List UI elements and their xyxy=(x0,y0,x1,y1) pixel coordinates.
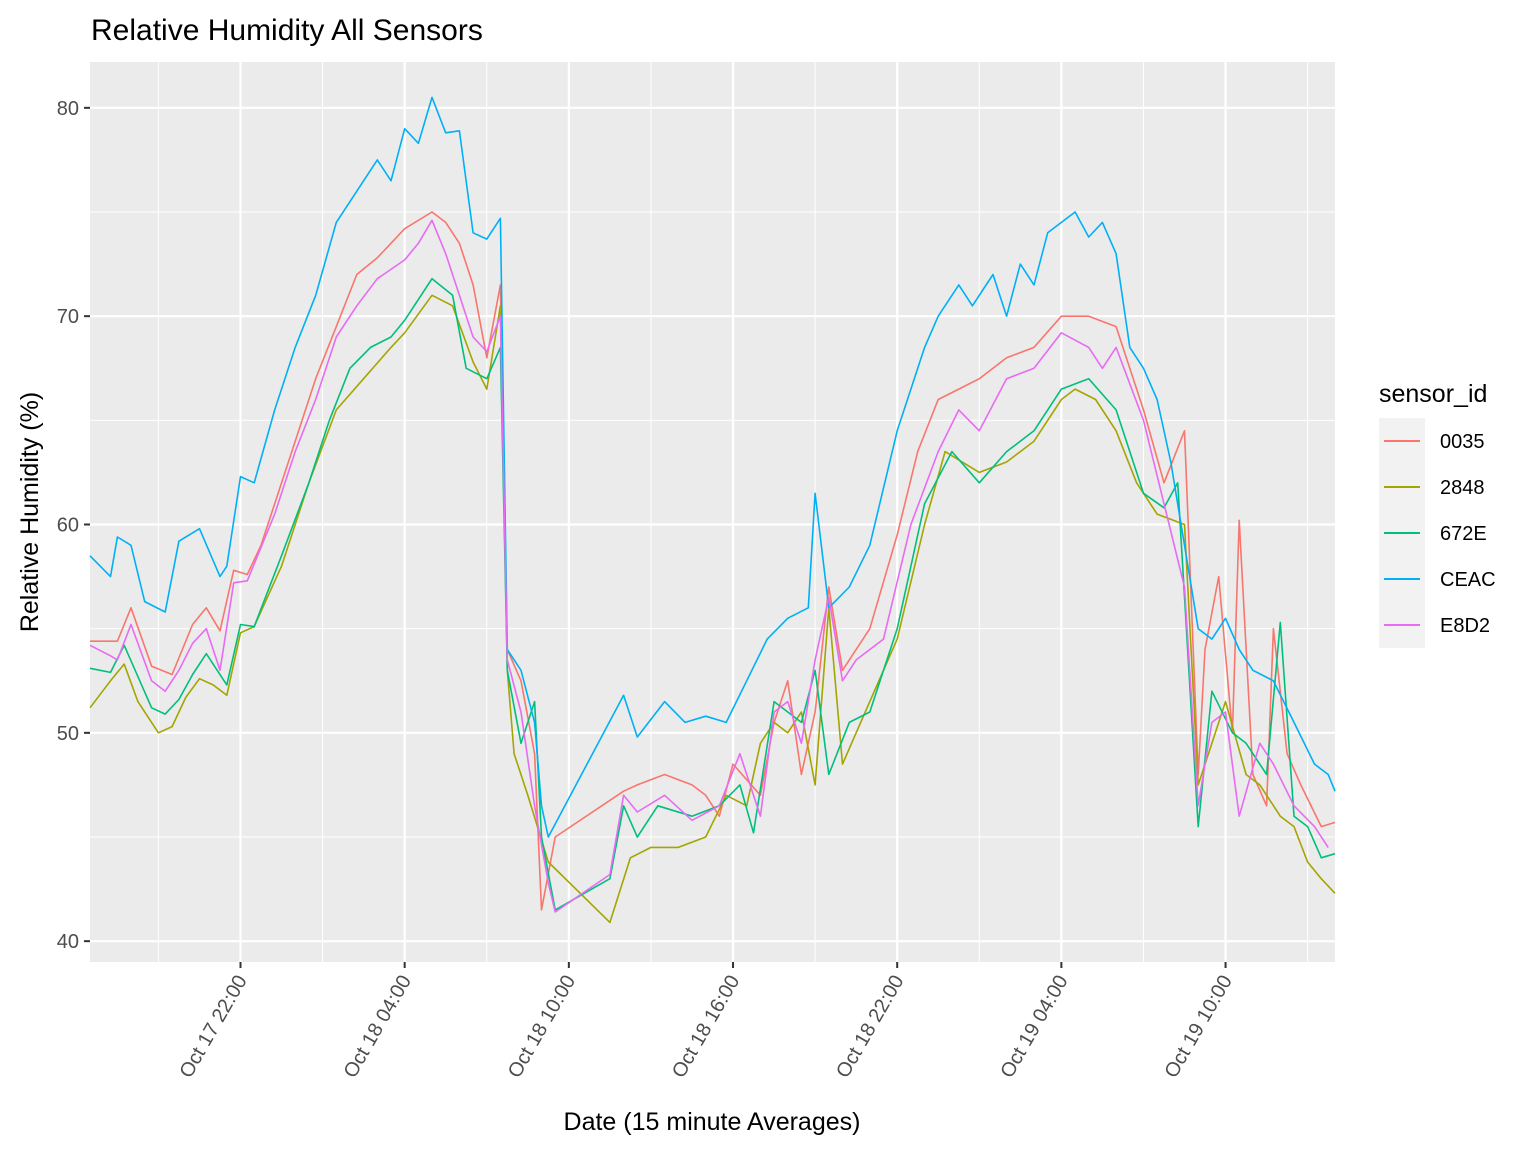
plot-panel xyxy=(90,62,1335,962)
y-tick-label: 40 xyxy=(57,931,79,953)
y-tick-label: 60 xyxy=(57,515,79,537)
x-tick-label: Oct 18 04:00 xyxy=(340,972,416,1082)
series-line-0035 xyxy=(90,211,1336,911)
series-line-e8d2 xyxy=(89,219,1329,913)
x-axis: Oct 17 22:00 Oct 18 04:00 Oct 18 10:00 Oct … xyxy=(176,962,1237,1082)
y-axis: 40 50 60 70 80 xyxy=(57,98,90,953)
legend-label: 0035 xyxy=(1440,431,1485,453)
x-tick-label: Oct 18 22:00 xyxy=(832,972,908,1082)
series-lines xyxy=(89,96,1336,924)
grid-minor xyxy=(90,62,1335,962)
x-tick-label: Oct 19 04:00 xyxy=(996,972,1072,1082)
series-line-672e xyxy=(89,277,1336,911)
y-tick-label: 70 xyxy=(57,306,79,328)
legend: sensor_id 0035 2848 672E CEAC E8D2 xyxy=(1379,380,1496,648)
legend-title: sensor_id xyxy=(1379,380,1487,408)
x-tick-label: Oct 17 22:00 xyxy=(176,972,252,1082)
x-tick-label: Oct 19 10:00 xyxy=(1161,972,1237,1082)
x-tick-label: Oct 18 10:00 xyxy=(504,972,580,1082)
y-tick-label: 50 xyxy=(57,723,79,745)
legend-label: CEAC xyxy=(1440,569,1496,591)
legend-label: E8D2 xyxy=(1440,615,1490,637)
chart-title: Relative Humidity All Sensors xyxy=(91,14,483,47)
legend-items: 0035 2848 672E CEAC E8D2 xyxy=(1379,418,1496,648)
grid-major xyxy=(90,62,1335,962)
x-tick-label: Oct 18 16:00 xyxy=(668,972,744,1082)
legend-label: 2848 xyxy=(1440,477,1485,499)
y-tick-label: 80 xyxy=(57,98,79,120)
y-axis-title: Relative Humidity (%) xyxy=(16,392,44,632)
series-line-2848 xyxy=(89,294,1336,924)
series-line-ceac xyxy=(89,96,1336,838)
x-axis-title: Date (15 minute Averages) xyxy=(564,1108,861,1136)
legend-label: 672E xyxy=(1440,523,1487,545)
